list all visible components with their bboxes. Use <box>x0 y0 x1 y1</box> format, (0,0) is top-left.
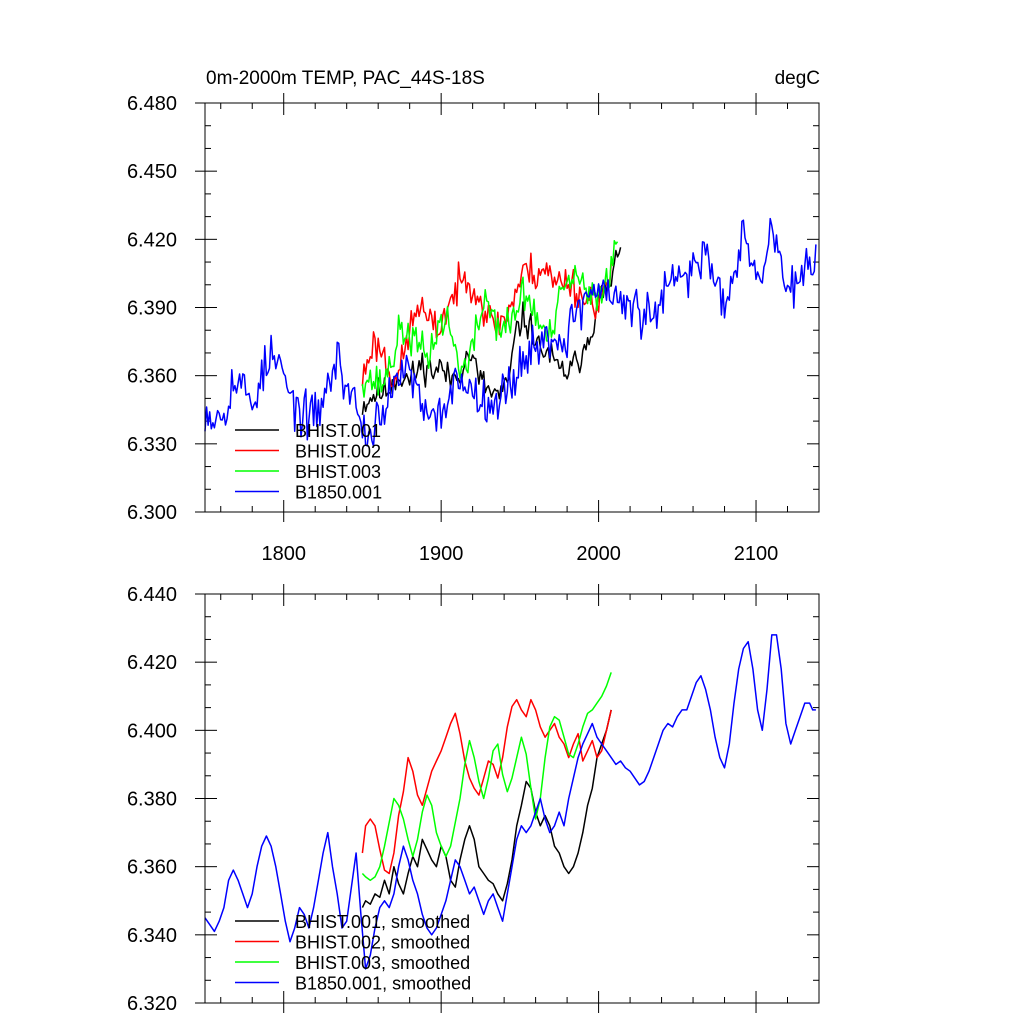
y-tick-label: 6.320 <box>127 993 177 1015</box>
series-line-bhist-001-smoothed <box>361 709 612 908</box>
y-tick-label: 6.330 <box>127 434 177 456</box>
bottom-plot-frame <box>204 593 820 1004</box>
top-x-tick-labels: 1800 1900 2000 2100 <box>261 543 778 565</box>
y-tick-label: 6.440 <box>127 584 177 606</box>
top-axis-ticks <box>195 93 820 522</box>
y-tick-label: 6.340 <box>127 925 177 947</box>
x-tick-label: 1800 <box>261 543 306 565</box>
x-tick-label: 2000 <box>576 543 621 565</box>
bottom-panel: 6.320 6.340 6.360 6.380 6.400 6.420 6.440 BHIS… <box>127 584 820 1015</box>
y-tick-label: 6.420 <box>127 652 177 674</box>
series-line-bhist-002 <box>361 252 612 388</box>
series-line-bhist-001 <box>361 247 622 415</box>
series-line-b1850-001 <box>204 217 817 447</box>
legend-label-bhist-001-smoothed: BHIST.001, smoothed <box>295 912 470 932</box>
y-tick-label: 6.360 <box>127 857 177 879</box>
top-y-tick-labels: 6.300 6.330 6.360 6.390 6.420 6.450 6.480 <box>127 93 177 524</box>
y-tick-label: 6.450 <box>127 161 177 183</box>
top-chart-title: 0m-2000m TEMP, PAC_44S-18S <box>206 68 485 89</box>
y-tick-label: 6.300 <box>127 502 177 524</box>
top-series-group <box>204 217 817 447</box>
bottom-series-group <box>204 634 816 970</box>
x-tick-label: 2100 <box>734 543 779 565</box>
legend-label-b1850-001-smoothed: B1850.001, smoothed <box>295 974 471 994</box>
legend-label-bhist-001: BHIST.001 <box>295 421 381 441</box>
series-line-b1850-001-smoothed <box>204 634 816 970</box>
x-tick-label: 1900 <box>419 543 464 565</box>
top-panel: 0m-2000m TEMP, PAC_44S-18S degC 6.3006.3… <box>127 68 820 565</box>
series-line-bhist-003-smoothed <box>361 672 612 882</box>
legend-label-bhist-003-smoothed: BHIST.003, smoothed <box>295 953 470 973</box>
y-tick-label: 6.420 <box>127 229 177 251</box>
bottom-y-tick-labels: 6.320 6.340 6.360 6.380 6.400 6.420 6.440 <box>127 584 177 1015</box>
y-tick-label: 6.400 <box>127 720 177 742</box>
top-chart-units: degC <box>775 68 820 89</box>
legend-label-bhist-002: BHIST.002 <box>295 442 381 462</box>
legend-label-bhist-003: BHIST.003 <box>295 462 381 482</box>
series-line-bhist-003 <box>361 239 619 398</box>
legend-label-b1850-001: B1850.001 <box>295 483 382 503</box>
y-tick-label: 6.360 <box>127 366 177 388</box>
top-plot-frame <box>204 102 820 513</box>
y-tick-label: 6.380 <box>127 789 177 811</box>
y-tick-label: 6.390 <box>127 298 177 320</box>
legend-label-bhist-002-smoothed: BHIST.002, smoothed <box>295 933 470 953</box>
bottom-axis-ticks <box>195 584 820 1013</box>
y-tick-label: 6.480 <box>127 93 177 115</box>
